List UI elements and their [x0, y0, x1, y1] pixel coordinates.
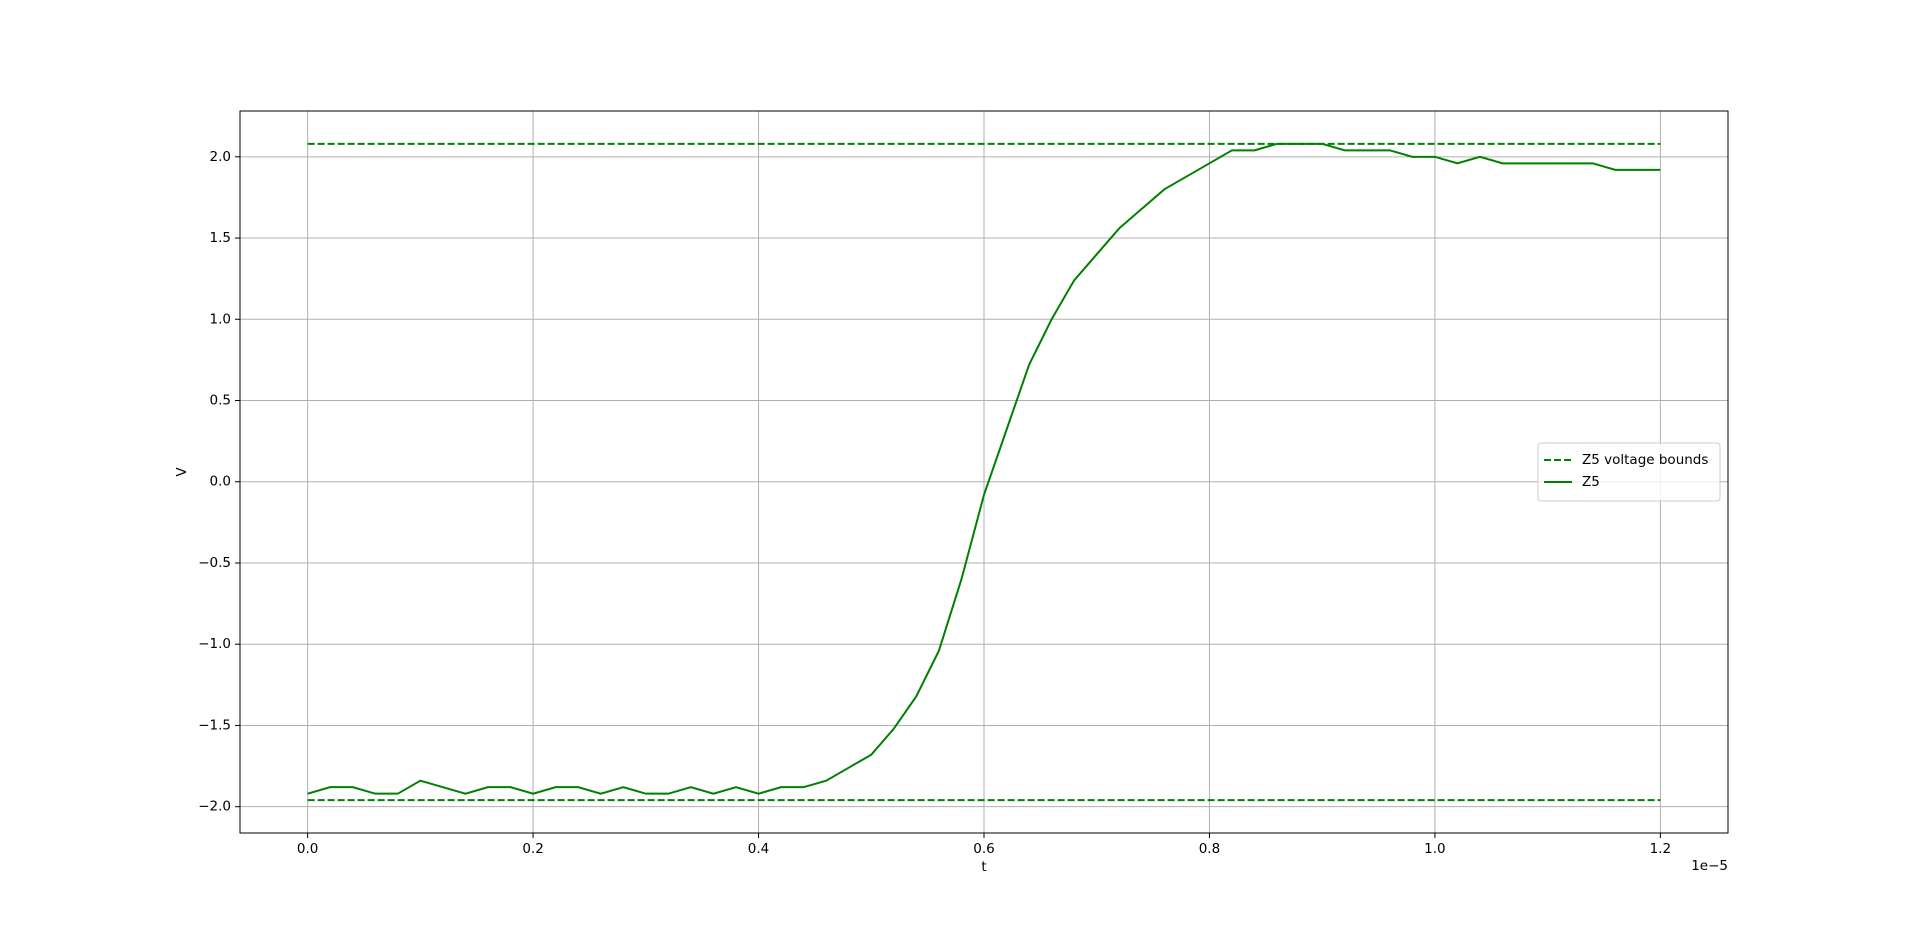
- y-tick-label: −1.5: [198, 717, 231, 733]
- y-tick-label: 1.5: [210, 230, 231, 246]
- plot-frame: [239, 110, 1729, 834]
- x-offset-label: 1e−5: [1691, 858, 1728, 874]
- y-tick-label: −0.5: [198, 555, 231, 571]
- x-tick-label: 1.2: [1650, 841, 1671, 857]
- y-tick-label: 0.0: [210, 474, 231, 490]
- y-axis-label: V: [174, 467, 190, 477]
- data-line: [307, 142, 1661, 795]
- y-tick-label: 2.0: [210, 149, 231, 165]
- legend-label: Z5 voltage bounds: [1582, 452, 1708, 468]
- x-tick-label: 0.6: [973, 841, 994, 857]
- y-tick-label: 1.0: [210, 311, 231, 327]
- y-tick-label: −2.0: [198, 799, 231, 815]
- legend-box: [1537, 442, 1721, 502]
- y-tick-label: 0.5: [210, 393, 231, 409]
- x-tick-label: 0.8: [1199, 841, 1220, 857]
- x-tick-label: 0.2: [522, 841, 543, 857]
- x-tick-label: 1.0: [1424, 841, 1445, 857]
- x-tick-label: 0.0: [297, 841, 318, 857]
- x-tick-label: 0.4: [748, 841, 769, 857]
- legend-label: Z5: [1582, 474, 1600, 490]
- legend: Z5 voltage bounds Z5: [1537, 442, 1721, 502]
- x-axis-label: t: [981, 859, 986, 875]
- y-tick-label: −1.0: [198, 636, 231, 652]
